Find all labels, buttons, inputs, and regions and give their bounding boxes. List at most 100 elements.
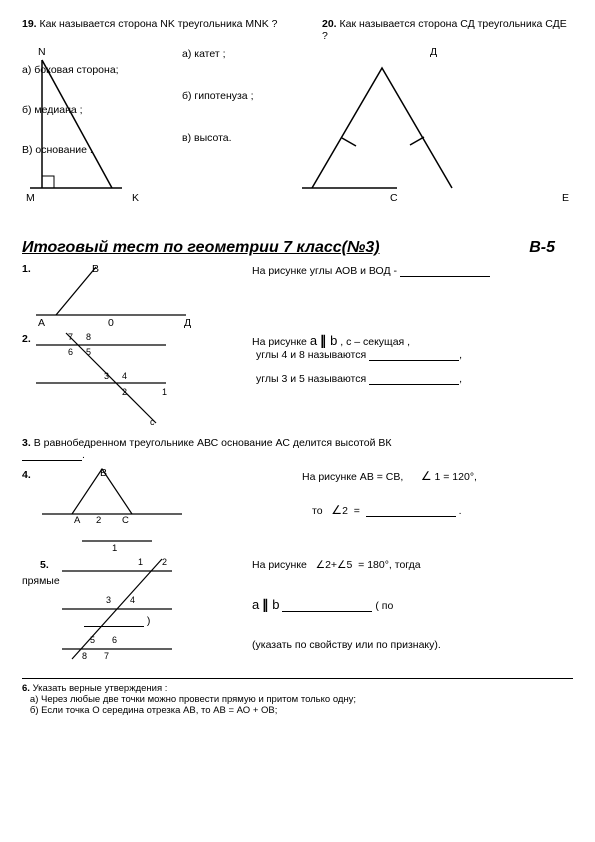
- p2-l3: углы 3 и 5 называются: [256, 373, 369, 385]
- p1-blank: [400, 265, 490, 277]
- p5-t1: На рисунке: [252, 559, 307, 571]
- p2-l2: углы 4 и 8 называются: [256, 349, 369, 361]
- p5-close: ): [147, 615, 151, 627]
- p5-par: ∥: [262, 597, 272, 612]
- p2-blank3: [369, 373, 459, 385]
- q20-opt-b: б) гипотенуза ;: [182, 90, 254, 102]
- q19-text: Как называется сторона NK треугольника M…: [40, 18, 278, 30]
- p5-blank1: [282, 600, 372, 612]
- p2-num: 2.: [22, 333, 31, 345]
- p4-al: А: [74, 515, 80, 526]
- p2-l1a: На рисунке: [252, 336, 310, 348]
- q19-q20-header: 19. Как называется сторона NK треугольни…: [22, 18, 573, 42]
- q19-opt-v: В) основание .: [22, 144, 93, 156]
- p5-po: ( по: [375, 600, 393, 612]
- p4-a1: 1 = 120°,: [435, 471, 477, 483]
- p5-4: 4: [130, 595, 135, 605]
- q20-label-d: Д: [430, 46, 437, 58]
- p4-num: 4.: [22, 469, 31, 481]
- q20-num: 20.: [322, 18, 337, 30]
- p5-8: 8: [82, 651, 87, 661]
- p2-par: ∥: [320, 333, 330, 348]
- q19-opt-b: б) медиана ;: [22, 104, 83, 116]
- test-title: Итоговый тест по геометрии 7 класс(№3): [22, 239, 380, 256]
- p2-3: 3: [104, 371, 109, 381]
- p2-8: 8: [86, 332, 91, 342]
- variant: В-5: [529, 239, 555, 257]
- p2-6: 6: [68, 347, 73, 357]
- p5-1: 1: [138, 557, 143, 567]
- p5-7: 7: [104, 651, 109, 661]
- p2-a: а: [310, 333, 317, 348]
- q19-num: 19.: [22, 18, 37, 30]
- p2-7: 7: [68, 332, 73, 342]
- p5-3: 3: [106, 595, 111, 605]
- p4-a2: 2: [342, 505, 348, 517]
- p4-blank: [366, 505, 456, 517]
- p2-line1: На рисунке а ∥ b , с – секущая ,: [252, 333, 410, 349]
- p3-text: В равнобедренном треугольнике АВС основа…: [34, 437, 392, 449]
- p2-line3: углы 3 и 5 называются ,: [256, 373, 462, 385]
- q20-opt-a: а) катет ;: [182, 48, 226, 60]
- p2-1: 1: [162, 387, 167, 397]
- p4-to: то: [312, 505, 323, 517]
- p4-dot: .: [459, 505, 462, 517]
- p2-line2: углы 4 и 8 называются ,: [256, 349, 462, 361]
- divider: [22, 678, 573, 679]
- p5-blank2: [84, 615, 144, 627]
- p4-bl: В: [100, 467, 107, 479]
- p5-5: 5: [90, 635, 95, 645]
- p1-text: На рисунке углы АОВ и ВОД -: [252, 265, 490, 277]
- q20-figure: [282, 48, 502, 208]
- p4-cl: С: [122, 515, 129, 526]
- p5-line3: ): [84, 615, 150, 627]
- p4-eq: =: [354, 505, 360, 517]
- p6: 6. Указать верные утверждения : а) Через…: [22, 683, 573, 716]
- p4-t1: На рисунке АВ = СВ,: [302, 471, 403, 483]
- p2-5: 5: [86, 347, 91, 357]
- q19-label-k: K: [132, 192, 139, 204]
- p5-line1: На рисунке ∠2+∠5 = 180°, тогда: [252, 559, 421, 571]
- p5-primo: прямые: [22, 575, 60, 587]
- q19-opt-a: а) боковая сторона;: [22, 64, 119, 76]
- p1-a: А: [38, 317, 45, 329]
- p5-b: b: [272, 597, 279, 612]
- p4-text2: то ∠2 = .: [312, 503, 462, 517]
- p6-text: Указать верные утверждения :: [33, 683, 168, 694]
- p1-b: В: [92, 263, 99, 275]
- p5-as: ∠2+∠5: [316, 559, 353, 571]
- p1-figure: [36, 267, 206, 332]
- p5-num: 5.: [40, 559, 49, 571]
- p6-num: 6.: [22, 683, 30, 694]
- p5-2: 2: [162, 557, 167, 567]
- p4-one: 1: [112, 543, 117, 554]
- q20-opt-v: в) высота.: [182, 132, 232, 144]
- p2-figure: [36, 333, 236, 433]
- q20-label-e: Е: [562, 192, 569, 204]
- p1-o: 0: [108, 317, 114, 329]
- p2-blank2: [369, 349, 459, 361]
- p2-l1b: , с – секущая ,: [340, 336, 410, 348]
- p1-num: 1.: [22, 263, 31, 275]
- p2-4: 4: [122, 371, 127, 381]
- p2-2: 2: [122, 387, 127, 397]
- q19-label-m: M: [26, 192, 35, 204]
- p4-two: 2: [96, 515, 101, 526]
- p5-a: а: [252, 597, 259, 612]
- p4-text1: На рисунке АВ = СВ, ∠ 1 = 120°,: [302, 469, 477, 483]
- p1-text-label: На рисунке углы АОВ и ВОД -: [252, 265, 397, 277]
- p5-figure: [52, 559, 242, 669]
- p1-d: Д: [184, 317, 191, 329]
- p5-6: 6: [112, 635, 117, 645]
- p2-c: с: [150, 417, 155, 427]
- p6-b: б) Если точка О середина отрезка АВ, то …: [30, 705, 277, 716]
- p3-blank: [22, 449, 82, 461]
- p3-num: 3.: [22, 437, 31, 449]
- p4-figure: [42, 469, 202, 554]
- p3: 3. В равнобедренном треугольнике АВС осн…: [22, 437, 573, 461]
- q20-label-c: С: [390, 192, 398, 204]
- q19-label-n: N: [38, 46, 46, 58]
- p5-uk: (указать по свойству или по признаку).: [252, 639, 441, 651]
- p6-a: а) Через любые две точки можно провести …: [30, 694, 356, 705]
- p5-line2: а ∥ b ( по: [252, 597, 393, 613]
